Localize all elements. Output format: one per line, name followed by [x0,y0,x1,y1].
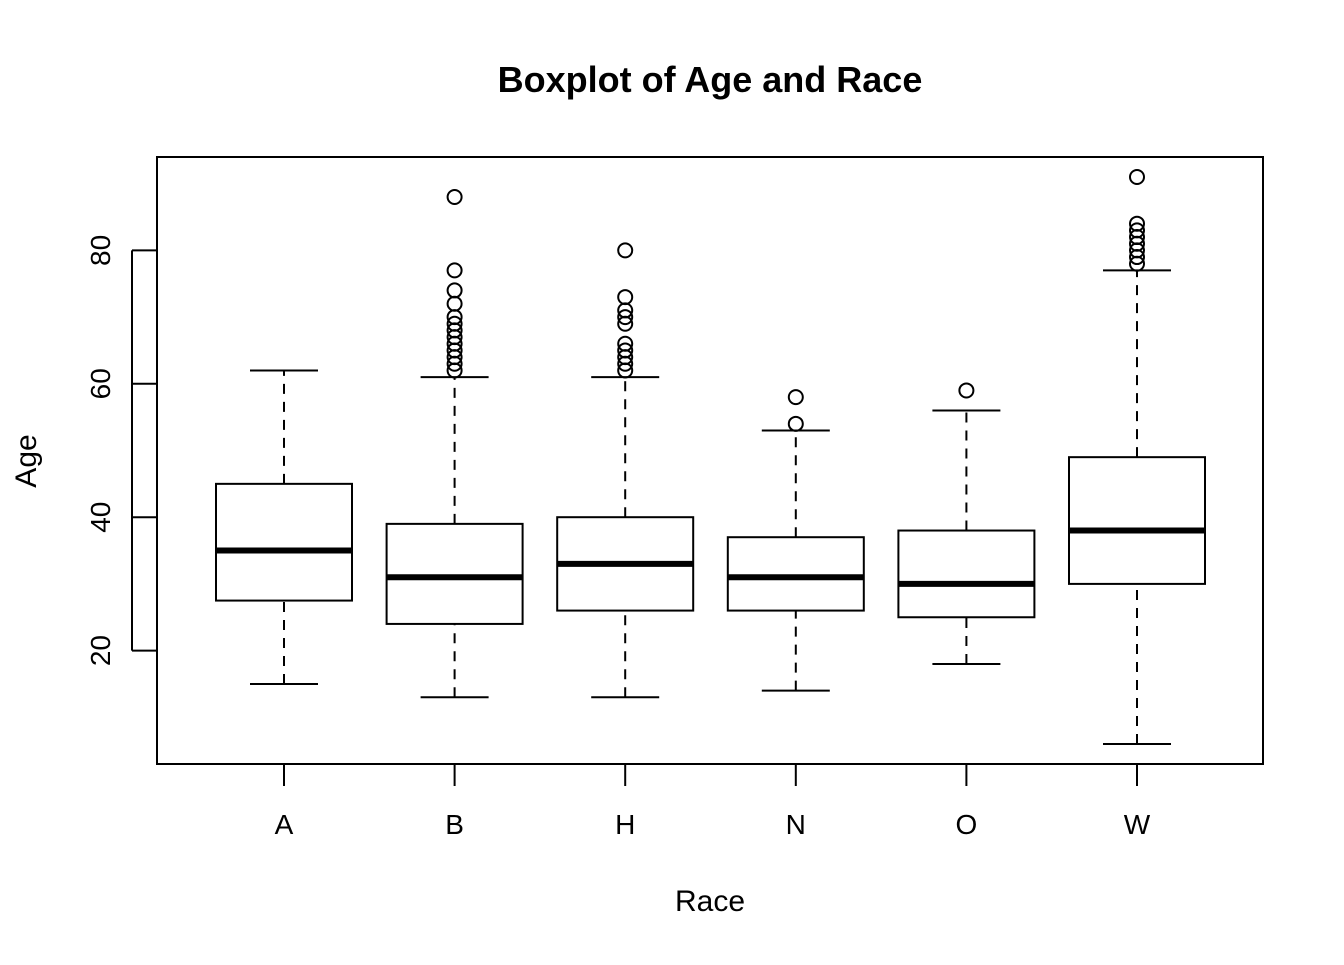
box-O [897,382,1036,665]
x-tick-label-N: N [786,809,806,840]
x-tick-label-H: H [615,809,635,840]
x-tick-label-B: B [445,809,464,840]
x-tick-label-A: A [275,809,294,840]
box-A [215,369,353,685]
outlier-point-H-9 [617,242,634,259]
box-H [556,242,695,699]
outlier-point-B-7 [446,315,463,332]
y-axis-title: Age [10,434,43,487]
iqr-box-N [726,536,865,612]
iqr-box-B [385,522,524,625]
x-tick-label-O: O [956,809,978,840]
box-N [726,389,865,692]
box-W [1068,169,1206,745]
x-tick-label-W: W [1124,809,1151,840]
outlier-point-H-4 [617,335,634,352]
outlier-point-B-10 [446,282,463,299]
iqr-box-W [1068,456,1206,585]
x-axis-title: Race [675,885,745,918]
y-tick-label-40: 40 [85,502,116,533]
chart-title: Boxplot of Age and Race [498,59,923,100]
outlier-point-W-5 [1129,222,1145,239]
y-axis: 20 40 60 80 [85,235,157,666]
outlier-point-H-6 [617,309,634,326]
outlier-point-H-8 [617,289,634,306]
outlier-point-B-11 [446,262,463,279]
outlier-point-W-6 [1129,215,1145,232]
outlier-point-N-1 [787,389,804,406]
boxes-group [215,169,1206,745]
outlier-point-H-3 [617,342,634,359]
box-B [385,189,524,699]
outlier-point-B-12 [446,189,463,206]
y-tick-label-60: 60 [85,368,116,399]
outlier-point-O-0 [958,382,975,399]
y-tick-label-20: 20 [85,635,116,666]
iqr-box-A [215,482,353,602]
outlier-point-W-7 [1129,169,1145,186]
outlier-point-N-0 [787,415,804,432]
iqr-box-O [897,529,1036,619]
y-tick-label-80: 80 [85,235,116,266]
outlier-point-B-9 [446,295,463,312]
